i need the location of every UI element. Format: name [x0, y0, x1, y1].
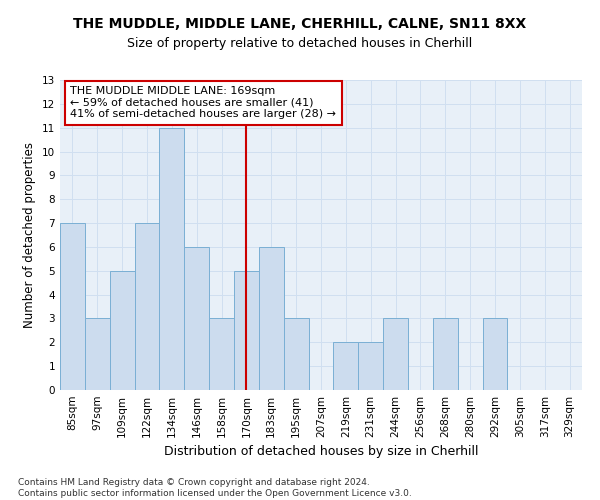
- Text: THE MUDDLE, MIDDLE LANE, CHERHILL, CALNE, SN11 8XX: THE MUDDLE, MIDDLE LANE, CHERHILL, CALNE…: [73, 18, 527, 32]
- Bar: [433, 318, 458, 390]
- Text: Contains HM Land Registry data © Crown copyright and database right 2024.
Contai: Contains HM Land Registry data © Crown c…: [18, 478, 412, 498]
- Bar: [334, 342, 358, 390]
- X-axis label: Distribution of detached houses by size in Cherhill: Distribution of detached houses by size …: [164, 446, 478, 458]
- Bar: [259, 247, 284, 390]
- Bar: [134, 223, 160, 390]
- Bar: [184, 247, 209, 390]
- Y-axis label: Number of detached properties: Number of detached properties: [23, 142, 37, 328]
- Bar: [209, 318, 234, 390]
- Bar: [110, 271, 134, 390]
- Bar: [60, 223, 85, 390]
- Bar: [358, 342, 383, 390]
- Bar: [85, 318, 110, 390]
- Bar: [160, 128, 184, 390]
- Bar: [284, 318, 308, 390]
- Bar: [383, 318, 408, 390]
- Bar: [482, 318, 508, 390]
- Bar: [234, 271, 259, 390]
- Text: Size of property relative to detached houses in Cherhill: Size of property relative to detached ho…: [127, 38, 473, 51]
- Text: THE MUDDLE MIDDLE LANE: 169sqm
← 59% of detached houses are smaller (41)
41% of : THE MUDDLE MIDDLE LANE: 169sqm ← 59% of …: [70, 86, 337, 120]
